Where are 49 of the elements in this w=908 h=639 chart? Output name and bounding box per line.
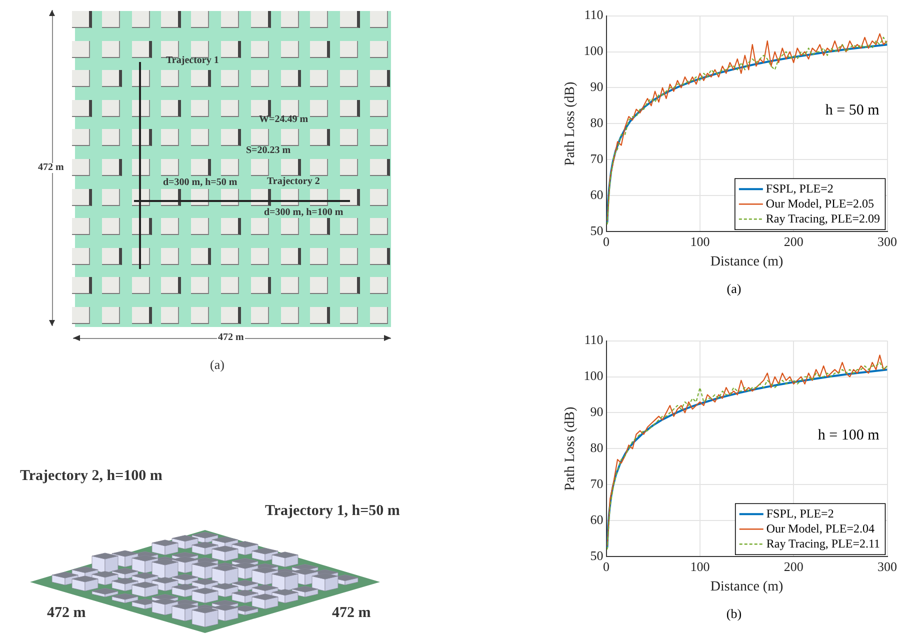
text: 472 m: [217, 332, 245, 343]
annotation: h = 100 m: [818, 428, 880, 444]
y-tick-label: 70: [590, 151, 604, 166]
y-tick-label: 60: [590, 187, 604, 202]
legend-label: FSPL, PLE=2: [766, 181, 834, 196]
text: S=20.23 m: [245, 145, 292, 156]
y-tick-label: 50: [590, 548, 604, 564]
text: Trajectory 2: [266, 176, 321, 187]
y-axis-title: Path Loss (dB): [563, 406, 578, 491]
y-tick-label: 110: [584, 7, 604, 22]
legend-label: Ray Tracing, PLE=2.09: [766, 211, 880, 226]
x-tick-label: 0: [603, 234, 610, 249]
y-tick-label: 110: [584, 332, 604, 348]
text: d=300 m, h=100 m: [263, 207, 344, 218]
y-tick-label: 100: [584, 43, 604, 58]
x-tick-label: 0: [603, 558, 610, 574]
text: 472 m: [330, 605, 373, 622]
legend-label: FSPL, PLE=2: [766, 506, 834, 520]
text: (a): [209, 357, 226, 372]
y-tick-label: 90: [590, 79, 604, 94]
y-tick-label: 80: [590, 115, 604, 130]
text: 472 m: [37, 162, 65, 173]
x-tick-label: 100: [690, 558, 710, 574]
x-tick-label: 300: [878, 234, 897, 249]
text: 472 m: [45, 605, 88, 622]
y-tick-label: 70: [590, 476, 604, 492]
x-axis-title: Distance (m): [710, 254, 784, 270]
y-tick-label: 100: [584, 368, 604, 384]
text: Trajectory 2, h=100 m: [18, 468, 164, 485]
text: Trajectory 1: [165, 55, 220, 66]
text: d=300 m, h=50 m: [162, 177, 238, 188]
y-axis-title: Path Loss (dB): [563, 81, 578, 166]
y-tick-label: 90: [590, 404, 604, 420]
text: Trajectory 1, h=50 m: [263, 503, 402, 520]
y-tick-label: 50: [590, 223, 604, 238]
text: W=24.49 m: [258, 114, 310, 125]
y-tick-label: 80: [590, 440, 604, 456]
annotation: h = 50 m: [825, 102, 880, 119]
y-tick-label: 60: [590, 512, 604, 528]
text: (b): [725, 606, 743, 622]
x-tick-label: 200: [784, 558, 804, 574]
x-tick-label: 100: [690, 234, 710, 249]
legend-label: Our Model, PLE=2.04: [766, 521, 874, 536]
x-tick-label: 300: [878, 558, 897, 574]
legend-label: Ray Tracing, PLE=2.11: [766, 536, 880, 550]
text: (a): [726, 281, 742, 297]
legend-label: Our Model, PLE=2.05: [766, 196, 874, 210]
x-axis-title: Distance (m): [710, 579, 784, 594]
x-tick-label: 200: [784, 234, 804, 249]
